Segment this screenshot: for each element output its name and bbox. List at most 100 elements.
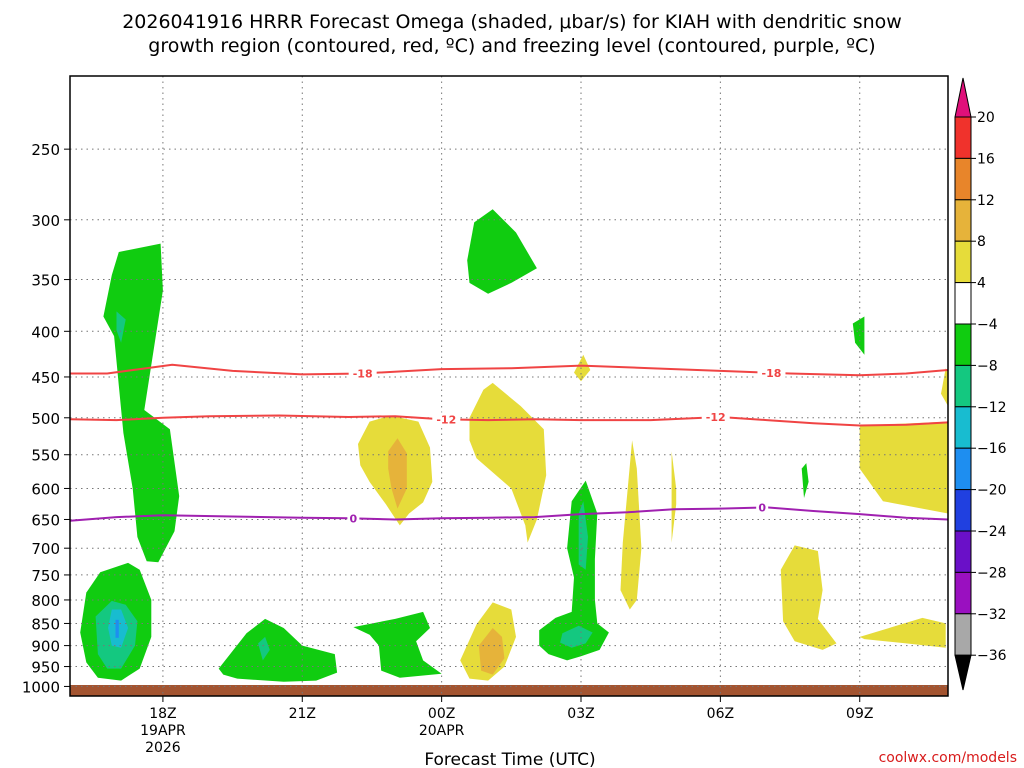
chart-title-line-1: 2026041916 HRRR Forecast Omega (shaded, … [122,11,902,33]
dgz-minus18-line [70,363,948,377]
colorbar-label-6: −8 [977,358,998,374]
colorbar-bin-2 [954,199,972,242]
colorbar-label-4: 4 [977,276,986,292]
dgz-minus12-line [70,414,948,427]
colorbar-label-8: −16 [977,441,1007,457]
colorbar-top-arrow [954,77,972,118]
omega-region-1 [116,311,126,343]
dgz-minus12-label-bg-0 [432,412,461,427]
x-tick-label-24: 00Z [428,706,455,722]
plot-area: -18 -18 -12 -12 0 0 250 300 350 400 450 500 550 600 65… [22,75,949,756]
y-tick-label-400: 400 [31,323,60,341]
omega-region-22 [801,463,809,498]
colorbar-bin-5 [954,323,972,366]
x-tick-label-30: 06Z [707,706,734,722]
colorbar: 20 16 12 8 4 −4 −8 −12 −16 −20 −24 −28 −32 −36 [954,77,1007,691]
colorbar-label-10: −24 [977,524,1007,540]
plot-contents: -18 -18 -12 -12 0 0 [70,76,948,696]
dgz-minus18-label-bg-1 [757,365,786,380]
freezing-level-label-bg-0 [347,511,360,526]
colorbar-bin-1 [954,157,972,201]
omega-region-25 [859,421,948,514]
y-tick-label-550: 550 [31,447,60,465]
chart-title-line-2: growth region (contoured, red, ºC) and f… [148,35,875,57]
y-tick-label-450: 450 [31,369,60,387]
y-tick-label-1000: 1000 [22,678,60,696]
colorbar-label-0: 20 [977,110,995,126]
colorbar-label-5: −4 [977,317,998,333]
x-tick-date-24: 20APR [419,723,465,739]
colorbar-label-2: 12 [977,193,995,209]
dgz-minus18-label-0: -18 [353,367,373,380]
y-tick-label-750: 750 [31,567,60,585]
x-tick-label-18: 18Z [149,706,176,722]
omega-region-24 [859,617,946,648]
omega-region-10 [388,438,407,509]
y-tick-label-250: 250 [31,141,60,159]
omega-region-11 [467,209,537,294]
y-tick-label-950: 950 [31,659,60,677]
omega-region-5 [115,619,119,638]
freezing-level-line [70,506,948,522]
omega-region-20 [671,451,677,543]
site-credit: coolwx.com/models [879,750,1017,766]
x-tick-date-18: 19APR [140,723,186,739]
colorbar-bin-6 [954,364,972,408]
x-axis-label: Forecast Time (UTC) [424,750,595,768]
y-tick-label-650: 650 [31,511,60,529]
colorbar-bin-3 [954,240,972,284]
omega-region-19 [620,440,642,610]
y-tick-label-300: 300 [31,212,60,230]
colorbar-bin-9 [954,489,972,532]
omega-region-17 [578,501,588,570]
omega-region-18 [560,625,593,648]
plot-frame [69,75,949,697]
y-tick-label-600: 600 [31,480,60,498]
x-tick-label-21: 21Z [289,706,316,722]
colorbar-label-11: −28 [977,565,1007,581]
omega-region-7 [258,636,270,661]
dgz-minus12-label-bg-1 [701,410,730,425]
freezing-level-label-1: 0 [758,501,766,514]
omega-region-21 [852,316,865,355]
omega-region-6 [218,618,338,682]
y-tick-label-900: 900 [31,638,60,656]
dgz-minus12-label-1: -12 [706,411,726,424]
colorbar-label-1: 16 [977,151,995,167]
colorbar-bottom-arrow [954,654,972,691]
y-tick-label-500: 500 [31,410,60,428]
colorbar-label-7: −12 [977,400,1007,416]
colorbar-bin-8 [954,447,972,491]
omega-region-8 [353,611,442,678]
omega-region-15 [574,354,591,382]
dgz-minus12-label-0: -12 [436,413,456,426]
omega-region-26 [941,368,948,406]
omega-region-14 [478,628,505,675]
y-tick-label-700: 700 [31,540,60,558]
colorbar-bin-7 [954,406,972,449]
y-tick-label-800: 800 [31,592,60,610]
omega-region-16 [539,480,609,661]
dgz-minus18-label-1: -18 [762,367,782,380]
freezing-level-label-bg-1 [756,500,769,515]
colorbar-label-9: −20 [977,483,1007,499]
y-tick-label-850: 850 [31,615,60,633]
omega-region-12 [469,382,547,543]
colorbar-bin-11 [954,571,972,615]
terrain-strip [70,685,948,696]
dgz-minus18-label-bg-0 [348,366,377,381]
freezing-level-label-0: 0 [350,512,358,525]
colorbar-bin-10 [954,530,972,573]
omega-region-23 [780,545,837,650]
colorbar-label-3: 8 [977,234,986,250]
x-tick-label-27: 03Z [567,706,594,722]
colorbar-bin-0 [954,116,972,159]
colorbar-bin-12 [954,613,972,656]
colorbar-label-12: −32 [977,607,1007,623]
colorbar-bin-4 [954,282,972,325]
y-tick-label-350: 350 [31,272,60,290]
x-tick-year-18: 2026 [145,740,181,756]
colorbar-label-13: −36 [977,648,1007,664]
x-tick-label-33: 09Z [846,706,873,722]
